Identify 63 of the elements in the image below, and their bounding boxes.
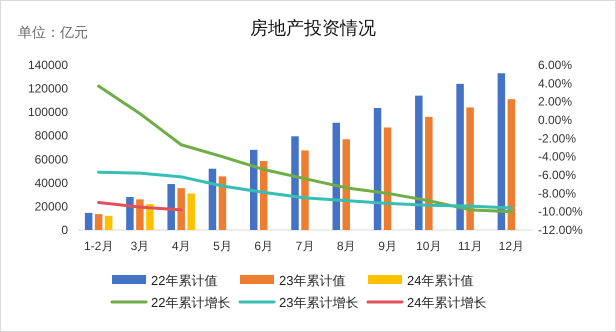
legend-label: 22年累计增长 — [151, 295, 230, 310]
bar — [291, 136, 299, 230]
x-tick-label: 4月 — [172, 239, 191, 253]
x-tick-label: 8月 — [336, 239, 356, 253]
bar — [84, 212, 92, 230]
line-series — [97, 170, 513, 210]
bar — [218, 176, 226, 230]
y-tick-label: 100000 — [28, 105, 68, 120]
y-tick-label: 20000 — [34, 199, 68, 214]
chart-title: 房地产投资情况 — [250, 18, 376, 38]
y2-tick-label: -6.00% — [538, 168, 576, 182]
y-tick-label: 40000 — [34, 176, 68, 190]
y-tick-label: 0 — [61, 223, 68, 237]
x-tick-label: 1-2月 — [84, 239, 114, 253]
bar — [260, 161, 268, 230]
y-tick-label: 120000 — [28, 82, 68, 96]
legend-label: 24年累计增长 — [407, 295, 486, 310]
bar — [342, 139, 350, 230]
legend-label: 24年累计值 — [407, 273, 474, 288]
bar — [466, 107, 474, 230]
y2-tick-label: 0.00% — [538, 113, 572, 127]
bar — [177, 188, 185, 230]
text: 单位：亿元 — [18, 24, 88, 40]
bar — [425, 116, 433, 230]
bar — [136, 199, 144, 230]
legend-label: 22年累计值 — [151, 273, 218, 288]
y2-tick-label: 6.00% — [538, 58, 572, 72]
bar — [415, 96, 423, 230]
bar — [301, 150, 309, 230]
y2-tick-label: -12.00% — [538, 223, 584, 237]
y2-tick-label: -4.00% — [538, 150, 576, 164]
line-series — [97, 84, 513, 214]
bar — [384, 127, 392, 230]
x-tick-label: 6月 — [254, 239, 274, 253]
bar — [250, 150, 258, 230]
x-tick-label: 12月 — [498, 239, 524, 253]
legend-label: 23年累计值 — [279, 273, 346, 288]
y2-tick-label: 2.00% — [538, 94, 572, 109]
x-tick-label: 10月 — [416, 239, 442, 253]
bar — [126, 197, 134, 230]
y2-tick-label: 4.00% — [538, 76, 572, 90]
x-tick-label: 9月 — [378, 239, 397, 253]
bar — [104, 216, 112, 230]
y2-tick-label: -8.00% — [538, 186, 576, 200]
y-tick-label: 80000 — [34, 128, 68, 143]
bar — [498, 73, 506, 230]
x-tick-label: 5月 — [213, 239, 232, 253]
y2-tick-label: -2.00% — [538, 131, 576, 146]
y2-tick-label: -10.00% — [538, 204, 584, 219]
bar — [208, 168, 216, 230]
bar — [167, 184, 175, 230]
x-tick-label: 3月 — [130, 239, 150, 253]
bar — [332, 122, 340, 230]
bar — [187, 193, 195, 230]
bar — [508, 99, 516, 230]
y-tick-label: 140000 — [28, 58, 68, 72]
y-tick-label: 60000 — [34, 152, 68, 166]
bar — [374, 108, 382, 230]
x-tick-label: 7月 — [296, 239, 314, 253]
x-tick-label: 11月 — [458, 239, 482, 253]
legend-label: 23年累计增长 — [279, 295, 358, 310]
bar — [456, 84, 464, 230]
bar — [94, 214, 102, 230]
